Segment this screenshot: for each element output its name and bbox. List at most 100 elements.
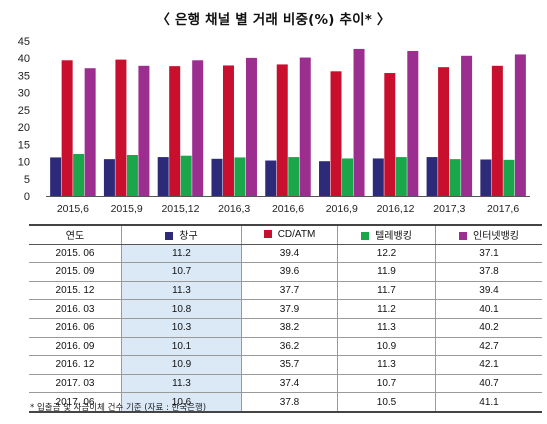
bar — [103, 159, 115, 196]
table-cell: 39.4 — [241, 244, 338, 264]
y-tick-label: 20 — [18, 122, 30, 134]
series-name: 텔레뱅킹 — [375, 231, 412, 243]
table-cell: 37.9 — [241, 299, 338, 319]
bar — [276, 64, 288, 196]
table-cell: 10.1 — [121, 337, 242, 357]
table-cell: 10.5 — [337, 392, 436, 413]
bar — [222, 65, 234, 196]
bar — [288, 157, 300, 196]
y-tick-label: 5 — [24, 174, 30, 186]
series-name: 창구 — [179, 231, 198, 243]
bar — [50, 157, 62, 196]
bar — [480, 159, 492, 196]
table-cell: 10.3 — [121, 318, 242, 338]
table-cell: 11.3 — [337, 355, 436, 375]
table-cell: 40.7 — [435, 374, 542, 394]
row-date: 2016. 06 — [29, 318, 122, 338]
table-cell: 35.7 — [241, 355, 338, 375]
y-axis: 0 5 10 15 20 25 30 35 40 45 — [18, 36, 30, 203]
table-cell: 10.6 — [121, 392, 242, 413]
legend-swatch — [459, 232, 467, 241]
bar — [491, 65, 503, 196]
y-tick-label: 0 — [24, 191, 30, 203]
y-tick-label: 45 — [18, 36, 30, 48]
table-cell: 12.2 — [337, 244, 436, 264]
table-cell: 37.7 — [241, 281, 338, 301]
table-cell: 11.2 — [121, 244, 242, 264]
bar — [265, 160, 277, 196]
bar — [372, 158, 384, 196]
bar — [461, 55, 473, 196]
row-date: 2017. 06 — [29, 392, 122, 413]
table-row: 2016. 09 10.1 36.2 10.9 42.7 — [29, 337, 542, 357]
bar — [353, 48, 365, 196]
row-date: 2016. 09 — [29, 337, 122, 357]
y-tick-label: 40 — [18, 53, 30, 65]
year-header: 연도 — [29, 223, 122, 245]
y-tick-label: 10 — [18, 157, 30, 169]
bar — [192, 60, 204, 197]
table-cell: 11.7 — [337, 281, 436, 301]
x-tick-label: 2017,3 — [433, 203, 465, 215]
bar — [211, 158, 223, 196]
table-cell: 10.9 — [337, 337, 436, 357]
bar — [245, 57, 257, 196]
legend-swatch — [165, 232, 174, 241]
table-cell: 39.6 — [241, 262, 338, 282]
table-cell: 10.8 — [121, 299, 242, 319]
table-cell: 40.2 — [435, 318, 542, 338]
bar — [395, 157, 407, 196]
table-row: 2015. 12 11.3 37.7 11.7 39.4 — [29, 281, 542, 301]
row-date: 2016. 03 — [29, 299, 122, 319]
bar — [514, 54, 526, 196]
table-row: 2016. 03 10.8 37.9 11.2 40.1 — [29, 299, 542, 319]
bar — [384, 73, 396, 196]
x-tick-label: 2016,3 — [218, 203, 250, 215]
table-cell: 11.2 — [337, 299, 436, 319]
table-cell: 39.4 — [435, 281, 542, 301]
y-tick-label: 25 — [18, 105, 30, 117]
row-date: 2015. 09 — [29, 262, 122, 282]
table-row: 2015. 06 11.2 39.4 12.2 37.1 — [29, 244, 542, 264]
table-cell: 37.1 — [435, 244, 542, 264]
table-row: 2017. 03 11.3 37.4 10.7 40.7 — [29, 374, 542, 394]
bar — [180, 155, 192, 196]
table-cell: 11.3 — [121, 281, 242, 301]
row-date: 2016. 12 — [29, 355, 122, 375]
table-cell: 37.8 — [241, 392, 338, 413]
table-cell: 10.7 — [121, 262, 242, 282]
x-tick-label: 2017,6 — [487, 203, 519, 215]
bar — [503, 159, 515, 196]
bar — [126, 155, 138, 196]
bar-group — [50, 48, 526, 197]
x-tick-label: 2015,12 — [161, 203, 199, 215]
table-cell: 38.2 — [241, 318, 338, 338]
x-axis: 2015,6 2015,9 2015,12 2016,3 2016,6 2016,9 201… — [46, 196, 530, 215]
y-tick-label: 15 — [18, 139, 30, 151]
bar — [330, 71, 342, 196]
table-cell: 10.9 — [121, 355, 242, 375]
bar — [426, 157, 438, 196]
bar — [407, 50, 419, 196]
y-tick-label: 30 — [18, 88, 30, 100]
legend-entry: CD/ATM — [241, 223, 338, 245]
bar — [138, 65, 150, 196]
x-tick-label: 2016,12 — [377, 203, 415, 215]
bar — [438, 67, 450, 196]
bar — [169, 66, 181, 197]
legend-swatch — [263, 230, 272, 239]
table-cell: 36.2 — [241, 337, 338, 357]
x-tick-label: 2016,9 — [326, 203, 358, 215]
table-cell: 10.7 — [337, 374, 436, 394]
table-header-row: 연도 창구 CD/ATM 텔레뱅킹 인터넷뱅킹 — [29, 223, 542, 245]
y-tick-label: 35 — [18, 70, 30, 82]
table-cell: 42.1 — [435, 355, 542, 375]
row-date: 2015. 06 — [29, 244, 122, 264]
bar — [84, 68, 96, 196]
x-tick-label: 2016,6 — [272, 203, 304, 215]
table-row: 2016. 06 10.3 38.2 11.3 40.2 — [29, 318, 542, 338]
footnote: * 입출금 및 자금이체 건수 기준 (자료 : 한국은행) — [30, 403, 207, 413]
table-cell: 42.7 — [435, 337, 542, 357]
data-table: 연도 창구 CD/ATM 텔레뱅킹 인터넷뱅킹 2015. 06 11.2 39.4… — [29, 223, 542, 413]
